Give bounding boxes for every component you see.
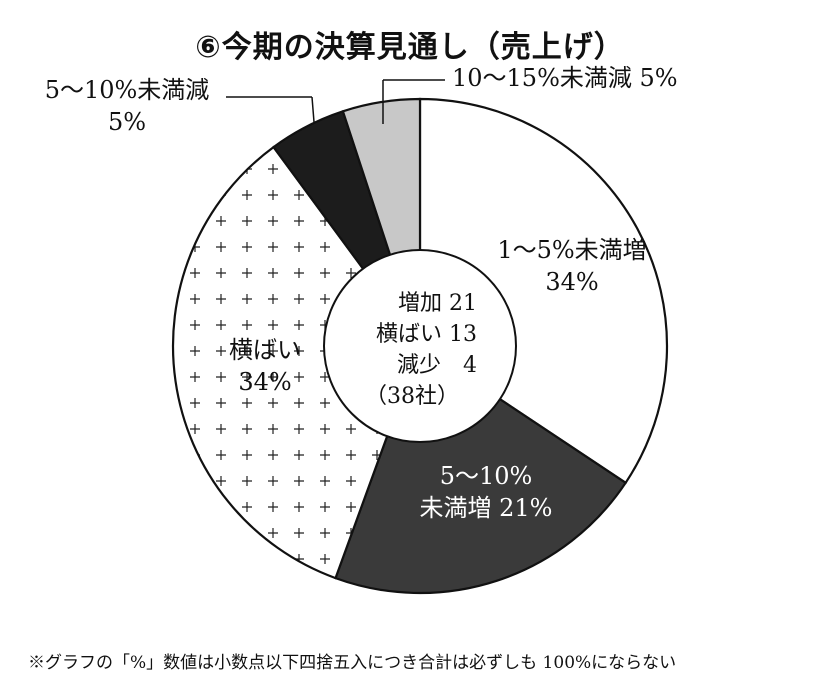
label-5-10-decrease-pct: 5%	[107, 108, 147, 136]
label-5-10-increase-line2: 未満増 21%	[419, 494, 553, 522]
label-10-15-decrease: 10〜15%未満減 5%	[452, 62, 678, 94]
center-decrease: 減少 4	[397, 353, 477, 378]
label-5-10-decrease-name: 5〜10%未満減	[44, 76, 210, 104]
label-10-15-decrease-text: 10〜15%未満減 5%	[452, 64, 678, 92]
center-summary: 増加 21 横ばい 13 減少 4 （38社）	[331, 288, 509, 412]
label-flat-pct: 34%	[238, 368, 292, 396]
footnote: ※グラフの「%」数値は小数点以下四捨五入につき合計は必ずしも 100%にならない	[28, 653, 677, 673]
center-total: （38社）	[365, 384, 459, 409]
label-1-5-increase-name: 1〜5%未満増	[497, 236, 647, 264]
center-hole	[323, 249, 517, 443]
center-flat: 横ばい 13	[376, 322, 477, 347]
label-flat-name: 横ばい	[229, 336, 301, 364]
label-5-10-increase-line1: 5〜10%	[439, 462, 533, 490]
center-increase: 増加 21	[398, 291, 477, 316]
chart-title: ⑥今期の決算見通し（売上げ）	[195, 30, 625, 65]
label-1-5-increase-pct: 34%	[545, 268, 599, 296]
label-5-10-increase: 5〜10% 未満増 21%	[386, 460, 586, 524]
pie-slice-2	[171, 145, 422, 580]
label-flat: 横ばい 34%	[215, 334, 315, 398]
label-5-10-decrease: 5〜10%未満減 5%	[36, 74, 218, 138]
label-1-5-increase: 1〜5%未満増 34%	[477, 234, 667, 298]
leader-line-5-10-decrease-v	[311, 96, 315, 123]
